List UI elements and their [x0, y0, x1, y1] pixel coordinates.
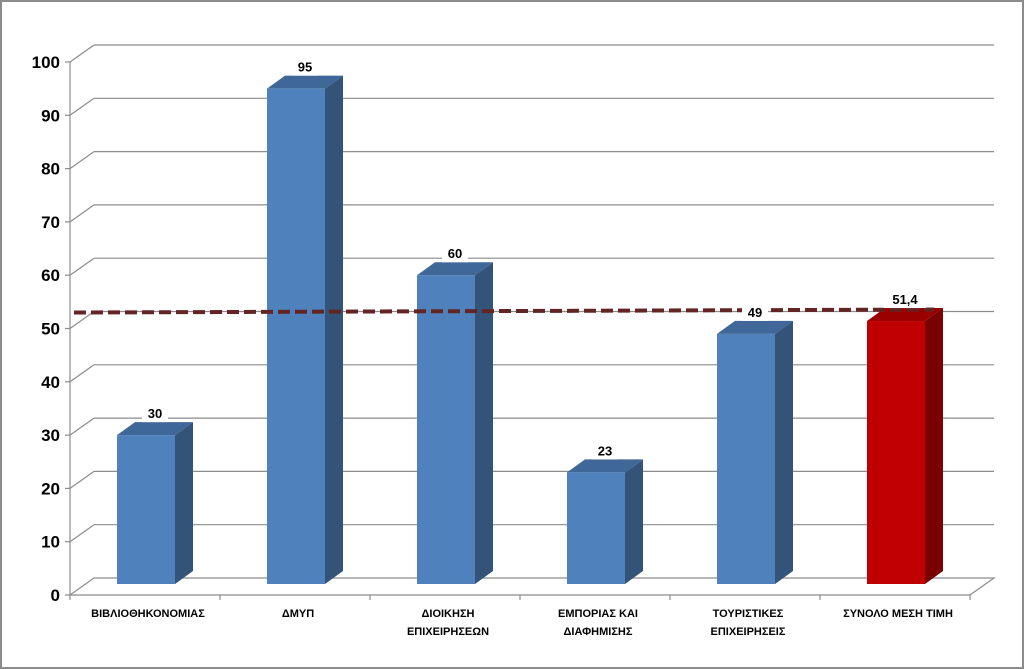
bar-side [775, 320, 793, 584]
bar-side [175, 422, 193, 584]
y-tick-label: 50 [41, 320, 60, 339]
data-label-bg [884, 290, 926, 309]
y-tick-label: 100 [32, 53, 60, 72]
x-category-label: ΣΥΝΟΛΟ ΜΕΣΗ ΤΙΜΗ [843, 608, 953, 620]
bar-top [567, 459, 643, 473]
x-category-label: ΒΙΒΛΙΟΘΗΚΟΝΟΜΙΑΣ [91, 608, 205, 620]
gridline-side [69, 151, 95, 170]
x-category-label: ΔΙΟΙΚΗΣΗ [421, 608, 474, 620]
x-category-label: ΕΠΙΧΕΙΡΗΣΕΩΝ [407, 626, 489, 638]
data-label: 51,4 [892, 292, 918, 307]
bar [717, 320, 793, 584]
bar-front [867, 321, 925, 584]
plot-floor [68, 577, 996, 596]
x-category-label: ΕΠΙΧΕΙΡΗΣΕΙΣ [711, 626, 786, 638]
data-label-bg [442, 244, 468, 263]
y-tick-label: 70 [41, 213, 60, 232]
bar [867, 308, 943, 584]
bar-front [117, 435, 175, 584]
bar-front [567, 472, 625, 584]
bar-top [417, 262, 493, 276]
y-tick-label: 60 [41, 266, 60, 285]
gridline-side [69, 364, 95, 383]
gridline-side [69, 257, 95, 276]
y-tick-label: 0 [51, 586, 60, 605]
data-label-bg [142, 404, 168, 423]
bar-side [475, 262, 493, 584]
average-reference-line [73, 307, 935, 315]
x-category-label: ΕΜΠΟΡΙΑΣ ΚΑΙ [558, 608, 638, 620]
y-tick-label: 20 [41, 479, 60, 498]
y-tick-label: 90 [41, 106, 60, 125]
data-label-bg [742, 302, 768, 321]
data-label: 95 [298, 60, 312, 75]
bar [567, 459, 643, 584]
data-label: 23 [598, 443, 612, 458]
bar-top [117, 422, 193, 436]
data-label: 60 [448, 246, 462, 261]
y-tick-label: 10 [41, 533, 60, 552]
y-tick-label: 80 [41, 160, 60, 179]
data-label-bg [592, 441, 618, 460]
gridline-side [69, 204, 95, 223]
x-category-label: ΔΜΥΠ [282, 608, 314, 620]
bar-side [925, 308, 943, 584]
bar-front [417, 275, 475, 584]
gridline-side [69, 417, 95, 436]
bar-front [717, 333, 775, 584]
bar [267, 75, 343, 585]
bar [417, 262, 493, 584]
data-label: 49 [748, 305, 762, 320]
gridline-side [69, 97, 95, 116]
bar-side [325, 75, 343, 585]
x-category-label: ΤΟΥΡΙΣΤΙΚΕΣ [713, 608, 784, 620]
gridline-side [69, 311, 95, 329]
data-label-bg [292, 57, 318, 76]
bar-top [717, 320, 793, 334]
y-tick-label: 30 [41, 426, 60, 445]
gridline-side [69, 524, 95, 543]
gridline-side [69, 44, 95, 63]
bar-top [867, 308, 943, 322]
bar-side [625, 459, 643, 584]
bar [117, 422, 193, 584]
gridline-side [69, 470, 95, 489]
data-label: 30 [148, 406, 162, 421]
bar-top [267, 75, 343, 89]
x-category-label: ΔΙΑΦΗΜΙΣΗΣ [564, 626, 633, 638]
y-tick-label: 40 [41, 373, 60, 392]
bar-front [267, 88, 325, 585]
